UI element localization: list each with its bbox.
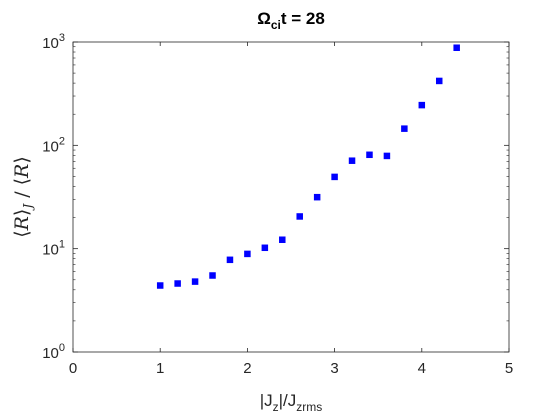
data-point: [366, 151, 373, 159]
y-tick-label: 102: [42, 135, 65, 155]
data-point: [453, 44, 460, 51]
data-point: [244, 250, 251, 258]
x-tick-label: 0: [69, 360, 77, 377]
data-point: [331, 173, 338, 181]
x-tick-label: 2: [243, 360, 251, 377]
data-points: [156, 44, 460, 289]
data-point: [174, 280, 181, 287]
y-tick-label: 101: [42, 239, 65, 259]
x-tick-label: 5: [505, 360, 513, 377]
y-axis: 100 101 102 103: [42, 32, 509, 362]
data-point: [279, 236, 286, 243]
data-point: [313, 193, 321, 201]
data-point: [418, 101, 426, 109]
chart-title: Ωcit = 28: [257, 9, 325, 32]
data-point: [226, 256, 234, 264]
data-point: [435, 77, 443, 85]
data-point: [296, 213, 303, 220]
y-axis-label: ⟨R⟩J / ⟨R⟩: [11, 156, 35, 238]
data-point: [209, 272, 216, 279]
data-point: [156, 282, 164, 289]
data-point: [191, 278, 199, 285]
data-point: [261, 244, 269, 252]
y-tick-label: 100: [42, 342, 65, 362]
plot-area: [72, 41, 510, 353]
x-tick-label: 4: [418, 360, 426, 377]
data-point: [383, 152, 391, 160]
x-axis-label: |Jz|/Jzrms: [260, 391, 323, 414]
x-tick-label: 3: [330, 360, 338, 377]
y-tick-label: 103: [42, 32, 65, 52]
data-point: [401, 125, 408, 132]
x-axis: 0 1 2 3 4 5: [69, 42, 513, 377]
x-tick-label: 1: [156, 360, 164, 377]
data-point: [348, 157, 356, 164]
